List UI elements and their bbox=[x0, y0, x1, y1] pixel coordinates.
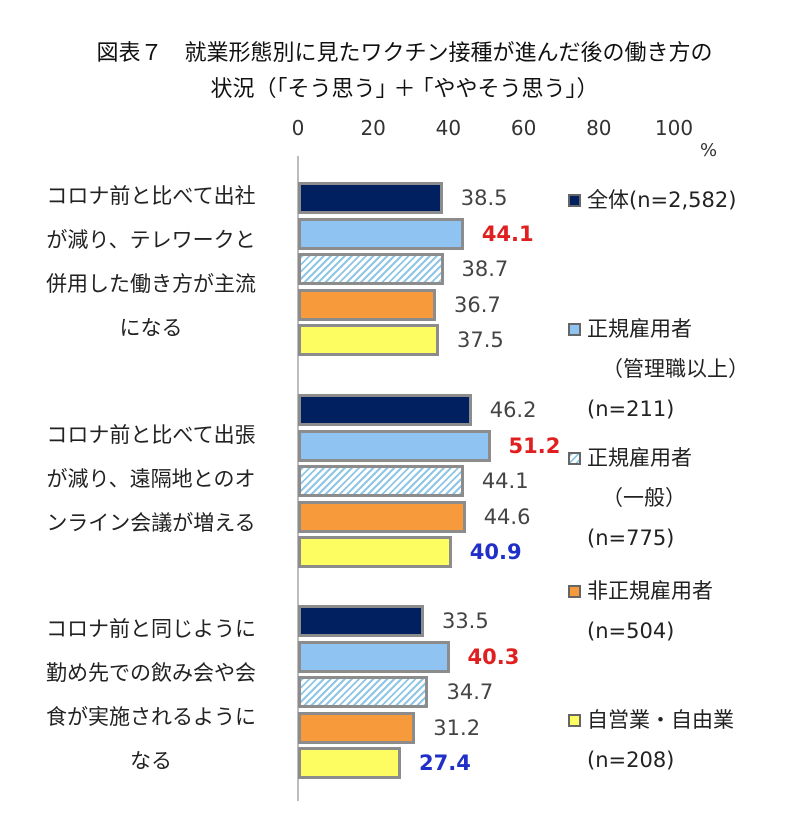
data-label: 40.3 bbox=[467, 644, 520, 669]
legend-label-line: （一般） bbox=[602, 486, 686, 510]
legend-label-line: (n=775) bbox=[587, 526, 675, 550]
category-label-line: 勤め先での飲み会や会 bbox=[46, 661, 256, 685]
bar-regular_mgr bbox=[298, 640, 450, 673]
x-tick-label: 20 bbox=[360, 116, 386, 140]
legend-entry: 自営業・自由業 bbox=[568, 700, 734, 740]
legend-entry: 正規雇用者 bbox=[568, 438, 692, 478]
legend-label-line: (n=208) bbox=[587, 748, 675, 772]
legend-label-line: （管理職以上） bbox=[602, 357, 749, 381]
bar-nonregular bbox=[298, 288, 436, 321]
category-label: コロナ前と比べて出張 が減り、遠隔地とのオ ンライン会議が増える bbox=[22, 413, 280, 545]
category-label-line: コロナ前と同じように bbox=[46, 617, 256, 641]
legend-label: 非正規雇用者 bbox=[587, 579, 713, 603]
data-label: 38.5 bbox=[460, 186, 508, 210]
category-label-line: になる bbox=[119, 316, 183, 340]
category-label-line: が減り、テレワークと bbox=[46, 228, 256, 252]
category-label-line: 併用した働き方が主流 bbox=[46, 272, 256, 296]
data-label: 37.5 bbox=[457, 328, 504, 353]
legend-label: 自営業・自由業 bbox=[587, 708, 734, 732]
category-label-line: コロナ前と比べて出社 bbox=[46, 184, 256, 208]
bar-nonregular bbox=[298, 500, 466, 533]
category-label-line: コロナ前と比べて出張 bbox=[46, 423, 256, 447]
legend-swatch bbox=[568, 322, 581, 336]
data-label: 27.4 bbox=[419, 751, 471, 776]
bar-self bbox=[298, 536, 452, 569]
legend-item-self: 自営業・自由業 (n=208) bbox=[568, 700, 734, 780]
x-axis-unit: % bbox=[700, 140, 718, 161]
legend-swatch bbox=[568, 193, 581, 207]
bar-regular_mgr bbox=[298, 429, 491, 462]
bar-all bbox=[298, 605, 424, 637]
x-tick-label: 80 bbox=[586, 116, 612, 140]
bar-self bbox=[298, 747, 402, 780]
legend-item-regular_mgr: 正規雇用者 （管理職以上） (n=211) bbox=[568, 309, 749, 429]
x-tick-label: 0 bbox=[291, 116, 305, 140]
legend-item-regular_gen: 正規雇用者 （一般） (n=775) bbox=[568, 438, 692, 558]
data-label: 44.1 bbox=[481, 221, 534, 246]
bar-regular_gen bbox=[298, 676, 429, 709]
x-tick-label: 60 bbox=[510, 116, 537, 140]
data-label: 36.7 bbox=[453, 292, 501, 317]
legend-entry: 正規雇用者 bbox=[568, 309, 749, 349]
data-label: 34.7 bbox=[446, 680, 494, 705]
x-tick-label: 100 bbox=[654, 116, 694, 140]
legend-item-nonregular: 非正規雇用者 (n=504) bbox=[568, 571, 713, 651]
legend-entry: 非正規雇用者 bbox=[568, 571, 713, 611]
category-label-line: ンライン会議が増える bbox=[46, 511, 256, 535]
bar-regular_gen bbox=[298, 465, 464, 498]
bar-all bbox=[298, 182, 443, 214]
bar-self bbox=[298, 324, 439, 357]
bar-nonregular bbox=[298, 711, 416, 744]
data-label: 44.1 bbox=[481, 469, 529, 494]
bar-regular_mgr bbox=[298, 217, 464, 250]
category-label: コロナ前と比べて出社 が減り、テレワークと 併用した働き方が主流 になる bbox=[22, 174, 280, 350]
legend-label-line: (n=211) bbox=[587, 397, 675, 421]
data-label: 38.7 bbox=[461, 257, 509, 282]
legend-label: 正規雇用者 bbox=[587, 446, 692, 470]
legend-entry: 全体(n=2,582) bbox=[568, 180, 736, 220]
chart-title: 図表７ 就業形態別に見たワクチン接種が進んだ後の働き方の 状況（｢そう思う｣ ＋… bbox=[0, 36, 809, 108]
category-label: コロナ前と同じように 勤め先での飲み会や会 食が実施されるように なる bbox=[22, 607, 280, 783]
legend-label: 正規雇用者 bbox=[587, 317, 692, 341]
chart-title-line-1: 図表７ 就業形態別に見たワクチン接種が進んだ後の働き方の bbox=[96, 41, 713, 66]
data-label: 51.2 bbox=[508, 433, 561, 458]
data-label: 31.2 bbox=[433, 715, 481, 740]
chart-title-line-2: 状況（｢そう思う｣ ＋ ｢ややそう思う｣） bbox=[210, 77, 599, 102]
legend-label-line: (n=504) bbox=[587, 619, 675, 643]
legend-item-all: 全体(n=2,582) bbox=[568, 180, 736, 220]
legend-swatch bbox=[568, 713, 581, 727]
bar-all bbox=[298, 394, 472, 426]
legend-swatch bbox=[568, 584, 581, 598]
category-label-line: 食が実施されるように bbox=[46, 705, 256, 729]
data-label: 33.5 bbox=[441, 609, 489, 633]
category-label-line: なる bbox=[130, 749, 172, 773]
bar-regular_gen bbox=[298, 253, 444, 286]
data-label: 40.9 bbox=[469, 540, 522, 565]
category-label-line: が減り、遠隔地とのオ bbox=[46, 467, 256, 491]
legend-label: 全体(n=2,582) bbox=[587, 188, 737, 212]
legend-swatch bbox=[568, 451, 581, 465]
data-label: 44.6 bbox=[483, 504, 531, 529]
x-tick-label: 40 bbox=[435, 116, 462, 140]
data-label: 46.2 bbox=[489, 398, 537, 422]
